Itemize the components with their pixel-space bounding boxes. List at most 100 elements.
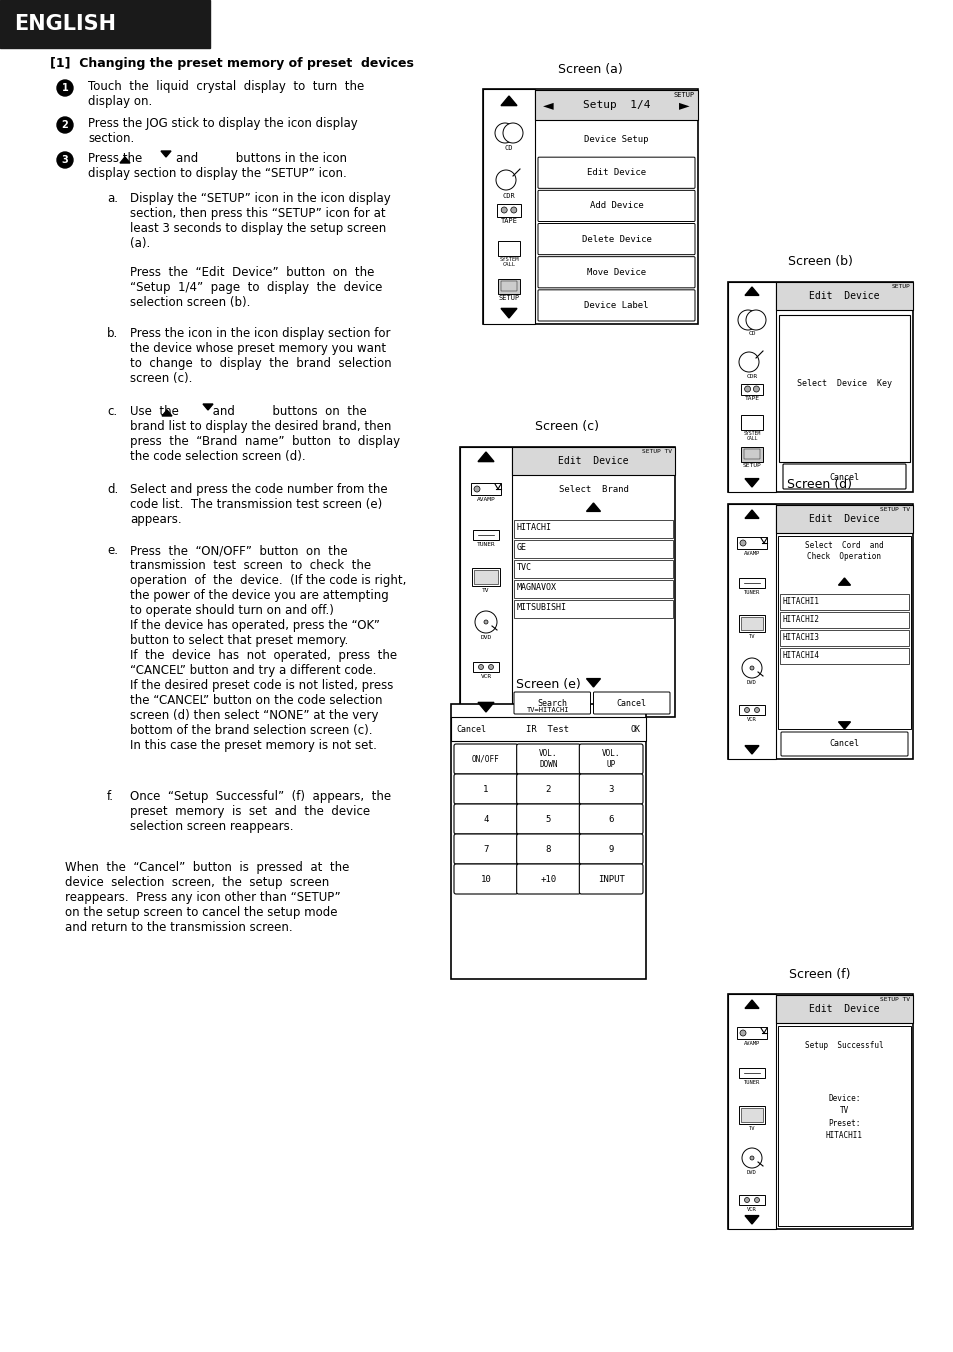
Polygon shape: [744, 1000, 759, 1009]
FancyBboxPatch shape: [454, 744, 517, 773]
Text: 2: 2: [62, 120, 69, 130]
Circle shape: [57, 80, 73, 96]
Circle shape: [475, 611, 497, 633]
Text: b.: b.: [107, 327, 118, 339]
Text: MITSUBISHI: MITSUBISHI: [517, 603, 566, 612]
Circle shape: [488, 664, 493, 669]
FancyBboxPatch shape: [517, 804, 579, 834]
Text: VOL.
DOWN: VOL. DOWN: [538, 749, 558, 769]
Text: TUNER: TUNER: [476, 542, 495, 548]
FancyBboxPatch shape: [517, 834, 579, 864]
Circle shape: [500, 207, 507, 214]
Text: SETUP: SETUP: [673, 92, 695, 97]
Text: f.: f.: [107, 790, 113, 803]
Text: 2: 2: [545, 784, 551, 794]
Polygon shape: [744, 745, 759, 754]
Polygon shape: [744, 510, 759, 518]
Text: a.: a.: [107, 192, 118, 206]
Bar: [535, 91, 698, 120]
Text: Edit  Device: Edit Device: [808, 514, 879, 525]
Circle shape: [744, 387, 750, 392]
Bar: [459, 448, 512, 717]
Bar: [471, 483, 500, 495]
Bar: [778, 535, 910, 729]
Text: MAGNAVOX: MAGNAVOX: [517, 584, 557, 592]
Circle shape: [745, 310, 765, 330]
Text: TUNER: TUNER: [743, 589, 760, 595]
Bar: [739, 615, 764, 631]
Bar: [740, 448, 762, 462]
Bar: [472, 568, 499, 585]
Text: CD: CD: [747, 331, 755, 337]
Text: VOL.
UP: VOL. UP: [601, 749, 619, 769]
Bar: [739, 1195, 764, 1205]
Circle shape: [738, 310, 758, 330]
Circle shape: [478, 664, 483, 669]
Text: 4: 4: [482, 814, 488, 823]
Text: VCR: VCR: [746, 717, 756, 722]
FancyBboxPatch shape: [454, 804, 517, 834]
FancyBboxPatch shape: [517, 744, 579, 773]
Text: Search: Search: [537, 699, 567, 707]
Circle shape: [739, 352, 759, 372]
Text: GE: GE: [517, 544, 526, 553]
Circle shape: [741, 658, 761, 677]
Bar: [740, 617, 762, 630]
FancyBboxPatch shape: [593, 692, 669, 714]
Text: DVD: DVD: [480, 635, 491, 639]
FancyBboxPatch shape: [782, 464, 905, 489]
Text: Screen (a): Screen (a): [558, 64, 621, 76]
Bar: [780, 630, 908, 646]
Text: Move Device: Move Device: [586, 268, 645, 277]
Text: TV=HITACHI: TV=HITACHI: [526, 707, 569, 713]
Text: ENGLISH: ENGLISH: [14, 14, 116, 34]
Text: SETUP: SETUP: [890, 284, 909, 289]
Text: CD: CD: [504, 145, 513, 151]
Text: e.: e.: [107, 544, 118, 557]
Circle shape: [754, 1198, 759, 1202]
Text: d.: d.: [107, 483, 118, 496]
Bar: [739, 579, 764, 588]
Text: TV: TV: [748, 1126, 755, 1132]
Polygon shape: [838, 579, 850, 585]
Text: Screen (d): Screen (d): [786, 479, 852, 491]
Bar: [497, 279, 519, 293]
Text: SETUP TV: SETUP TV: [641, 449, 671, 454]
Text: Screen (c): Screen (c): [535, 420, 598, 433]
Bar: [514, 560, 672, 579]
Bar: [512, 448, 675, 475]
Text: 3: 3: [608, 784, 613, 794]
Bar: [778, 1026, 910, 1226]
Bar: [780, 648, 908, 664]
Text: OK: OK: [630, 725, 640, 734]
Bar: [0, 0, 210, 49]
Text: Screen (f): Screen (f): [788, 968, 850, 982]
Text: Edit  Device: Edit Device: [558, 456, 628, 466]
Text: Select and press the code number from the
code list.  The transmission test scre: Select and press the code number from th…: [130, 483, 387, 526]
Text: c.: c.: [107, 406, 117, 418]
Circle shape: [474, 485, 479, 492]
Text: HITACHI: HITACHI: [517, 523, 552, 533]
Polygon shape: [477, 452, 494, 461]
Bar: [739, 704, 764, 715]
Text: 3: 3: [62, 155, 69, 165]
Bar: [727, 504, 912, 758]
Bar: [514, 521, 672, 538]
Text: Once  “Setup  Successful”  (f)  appears,  the
preset  memory  is  set  and  the : Once “Setup Successful” (f) appears, the…: [130, 790, 391, 833]
Circle shape: [741, 1148, 761, 1168]
Bar: [775, 995, 912, 1023]
Polygon shape: [203, 404, 213, 410]
Bar: [740, 1109, 762, 1122]
FancyBboxPatch shape: [537, 191, 695, 222]
Polygon shape: [120, 157, 130, 164]
Text: HITACHI4: HITACHI4: [782, 650, 820, 660]
Bar: [727, 504, 775, 758]
Text: Press the         and          buttons in the icon
display section to display th: Press the and buttons in the icon displa…: [88, 151, 347, 180]
Text: Device Label: Device Label: [583, 301, 648, 310]
Bar: [482, 89, 535, 324]
Text: Edit Device: Edit Device: [586, 168, 645, 177]
Text: VCR: VCR: [746, 1207, 756, 1211]
Bar: [451, 704, 645, 979]
Text: 1: 1: [482, 784, 488, 794]
Text: SYSTEM
CALL: SYSTEM CALL: [498, 257, 518, 268]
